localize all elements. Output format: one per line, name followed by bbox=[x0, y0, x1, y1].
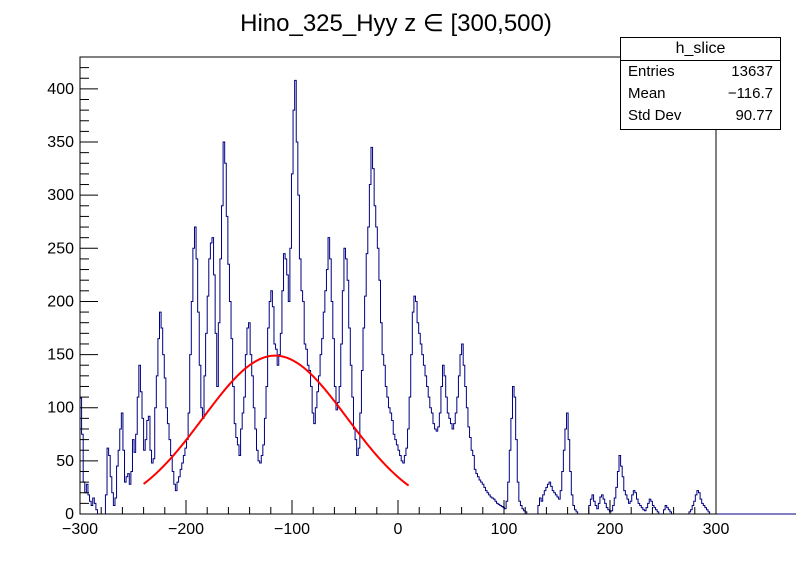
stats-row-mean: Mean −116.7 bbox=[621, 83, 780, 105]
fit-curve bbox=[142, 354, 410, 487]
y-tick-label: 100 bbox=[47, 400, 74, 417]
x-tick-label: 200 bbox=[597, 521, 624, 538]
y-tick-label: 200 bbox=[47, 293, 74, 310]
stats-row-stddev: Std Dev 90.77 bbox=[621, 105, 780, 127]
y-tick-label: 250 bbox=[47, 240, 74, 257]
stats-value: 13637 bbox=[731, 63, 773, 80]
chart-title: Hino_325_Hyy z ∈ [300,500) bbox=[240, 10, 552, 37]
y-tick-label: 50 bbox=[56, 453, 74, 470]
stats-label: Entries bbox=[628, 63, 675, 80]
stats-value: −116.7 bbox=[727, 85, 773, 102]
y-tick-label: 0 bbox=[65, 506, 74, 523]
fit-curve-layer bbox=[142, 354, 410, 487]
x-tick-label: 300 bbox=[703, 521, 730, 538]
axes: −300 −200 −100 0 100 200 300 0 50 100 150 200 250 300… bbox=[47, 56, 730, 538]
stats-box: h_slice Entries 13637 Mean −116.7 Std De… bbox=[620, 37, 781, 130]
y-tick-label: 150 bbox=[47, 347, 74, 364]
stats-label: Std Dev bbox=[628, 107, 682, 124]
x-tick-label: 0 bbox=[394, 521, 403, 538]
stats-box-title: h_slice bbox=[621, 38, 780, 61]
stats-value: 90.77 bbox=[735, 107, 773, 124]
stats-label: Mean bbox=[628, 85, 666, 102]
x-tick-label: −200 bbox=[168, 521, 204, 538]
y-tick-label: 300 bbox=[47, 187, 74, 204]
y-tick-label: 350 bbox=[47, 134, 74, 151]
histogram-series bbox=[79, 79, 796, 515]
x-tick-label: −100 bbox=[274, 521, 310, 538]
x-tick-label: 100 bbox=[491, 521, 518, 538]
x-tick-label: −300 bbox=[62, 521, 98, 538]
stats-row-entries: Entries 13637 bbox=[621, 61, 780, 83]
histogram-layer bbox=[79, 79, 796, 515]
y-tick-label: 400 bbox=[47, 81, 74, 98]
